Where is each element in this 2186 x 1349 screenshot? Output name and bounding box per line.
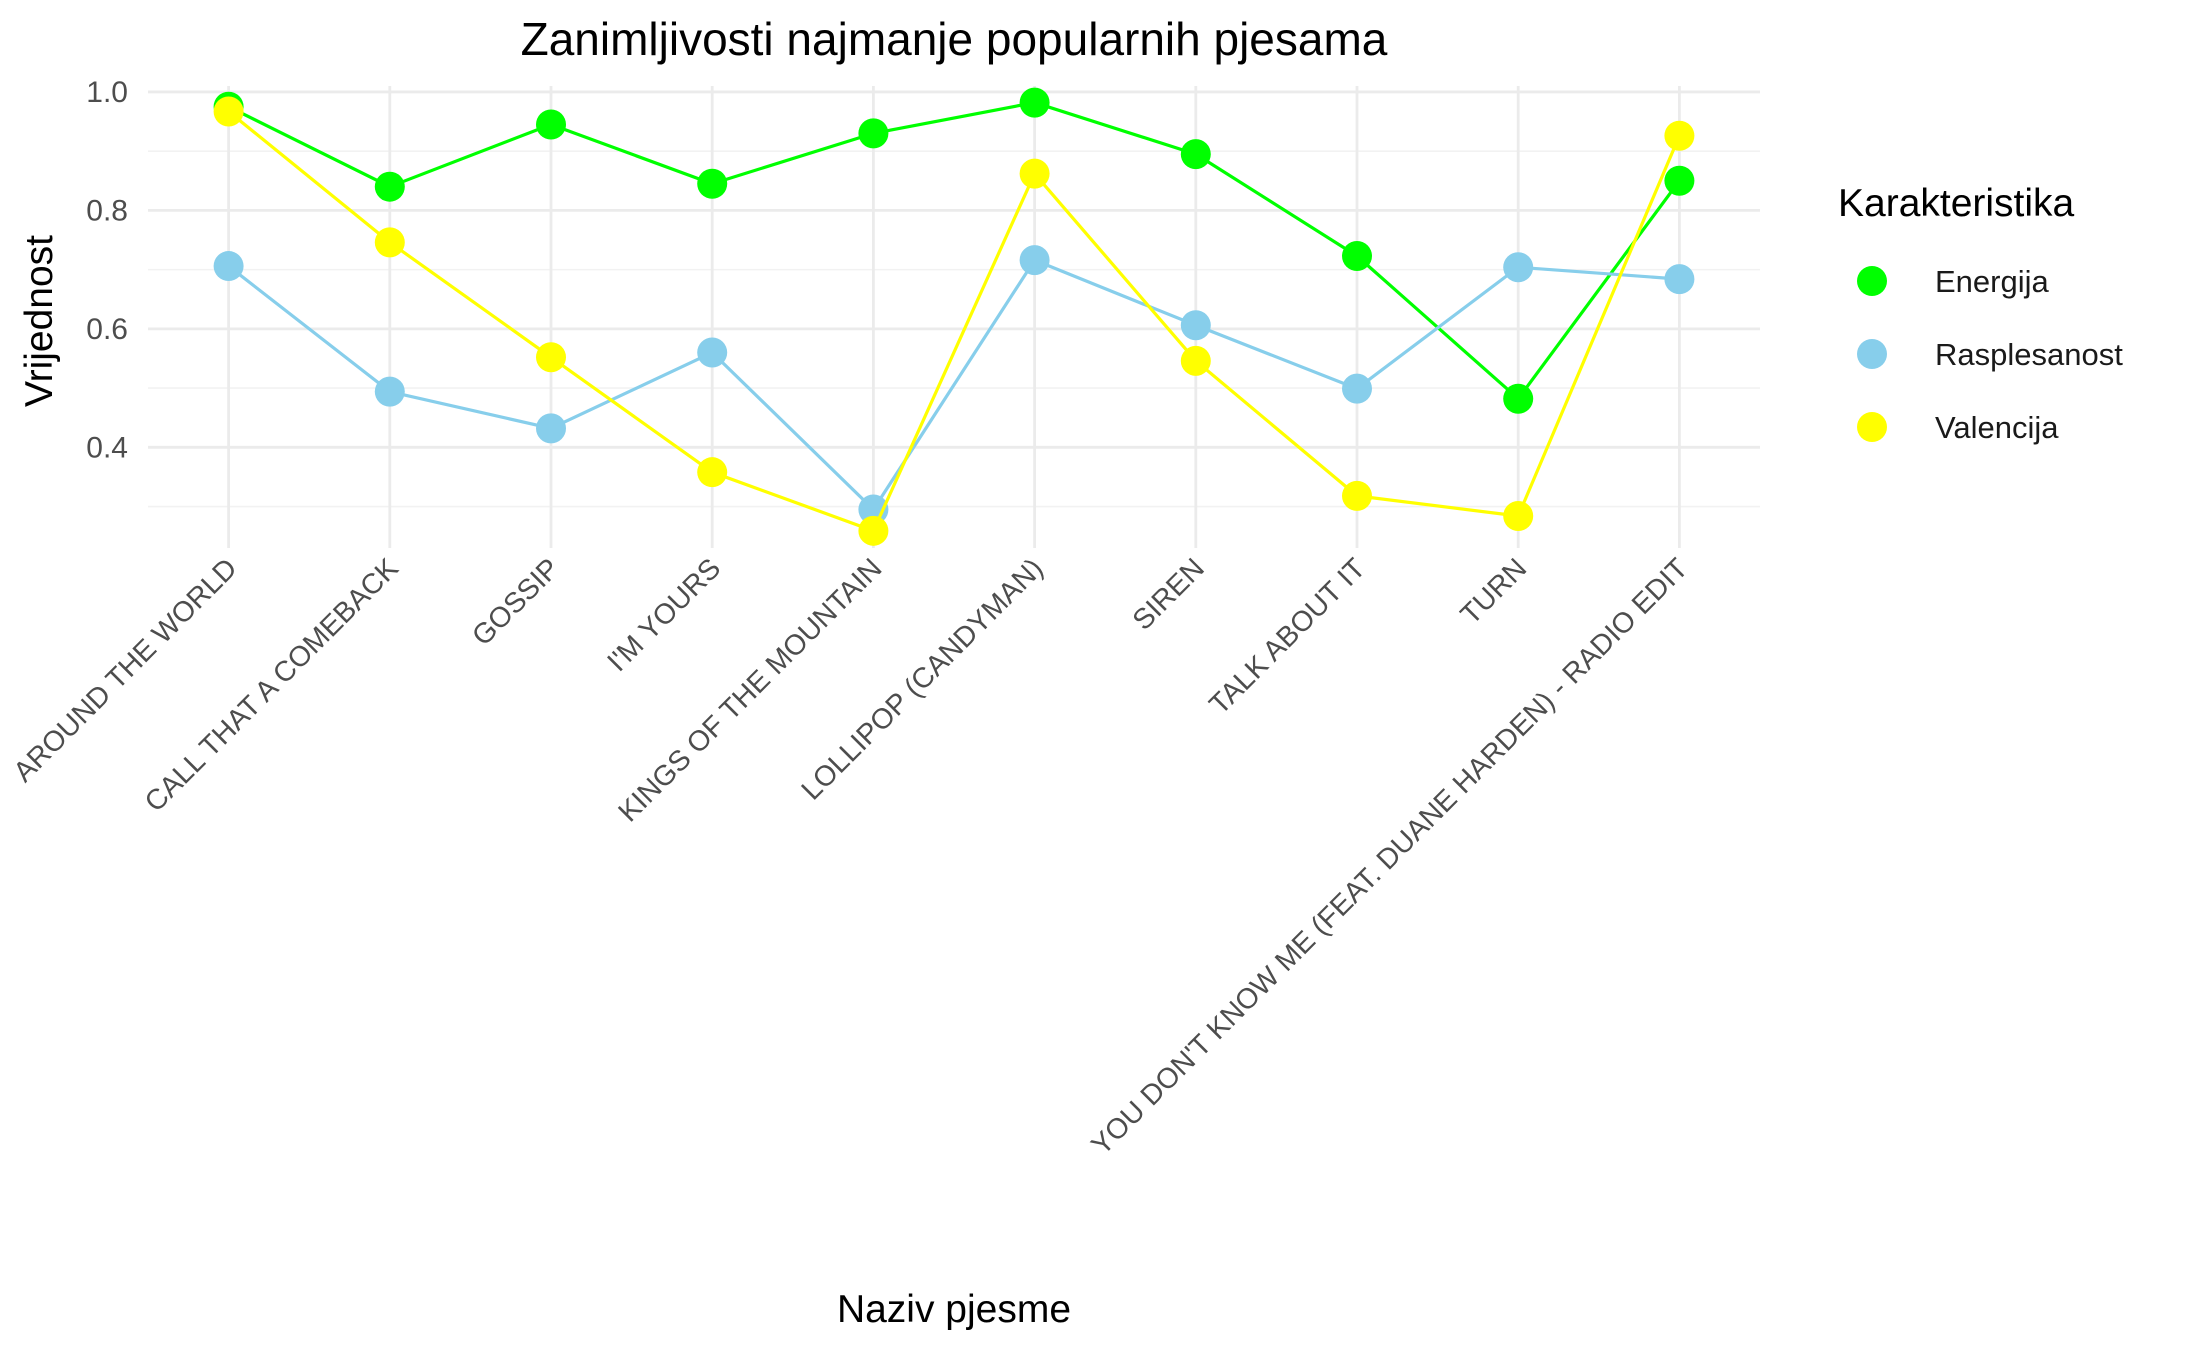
legend-key <box>1857 266 1887 296</box>
data-point <box>1342 240 1372 271</box>
data-point <box>1503 501 1534 532</box>
data-point <box>536 109 566 140</box>
y-tick-label: 0.6 <box>86 313 128 346</box>
y-axis-title: Vrijednost <box>18 235 61 407</box>
data-point <box>1019 87 1050 118</box>
y-tick-label: 1.0 <box>86 76 128 109</box>
data-point <box>213 96 244 127</box>
data-point <box>697 168 728 199</box>
series-line <box>227 110 1681 533</box>
data-point <box>1503 252 1534 283</box>
data-point <box>536 342 566 373</box>
series-line <box>227 258 1680 512</box>
data-point <box>1180 139 1211 170</box>
data-point <box>536 413 566 444</box>
legend-label: Energija <box>1935 264 2049 299</box>
data-point <box>1664 120 1695 151</box>
data-point <box>213 251 244 282</box>
data-point <box>1342 373 1372 404</box>
legend-items: Energija Rasplesanost Valencija <box>1857 264 2123 445</box>
legend-key <box>1857 412 1887 442</box>
data-point <box>858 515 889 546</box>
legend-item: Rasplesanost <box>1857 337 2123 372</box>
data-point <box>374 171 405 202</box>
x-axis-title: Naziv pjesme <box>837 1288 1071 1331</box>
chart-title: Zanimljivosti najmanje popularnih pjesam… <box>521 13 1388 65</box>
data-point <box>1503 383 1534 414</box>
data-point <box>697 457 728 488</box>
data-point <box>1180 310 1211 341</box>
data-point <box>858 118 889 149</box>
data-point <box>1019 158 1050 189</box>
legend-key <box>1857 339 1887 369</box>
y-tick-label: 0.8 <box>86 194 128 227</box>
series-group <box>213 87 1695 546</box>
data-point <box>1180 345 1211 376</box>
legend-label: Rasplesanost <box>1935 337 2123 372</box>
data-point <box>697 337 728 368</box>
legend-item: Energija <box>1857 264 2049 299</box>
legend-title: Karakteristika <box>1838 182 2075 225</box>
legend: Karakteristika Energija Rasplesanost Valen… <box>1838 182 2123 445</box>
data-point <box>1664 165 1695 196</box>
legend-item: Valencija <box>1857 410 2059 445</box>
series-rasplesanost <box>213 245 1695 525</box>
data-point <box>1664 264 1695 295</box>
y-tick-label: 0.4 <box>86 431 128 464</box>
data-point <box>1342 480 1372 511</box>
y-axis-ticks: 0.4 0.6 0.8 1.0 <box>86 76 128 464</box>
series-valencija <box>213 96 1695 546</box>
data-point <box>374 227 405 258</box>
data-point <box>1019 245 1050 276</box>
data-point <box>374 376 405 407</box>
legend-label: Valencija <box>1935 410 2059 445</box>
